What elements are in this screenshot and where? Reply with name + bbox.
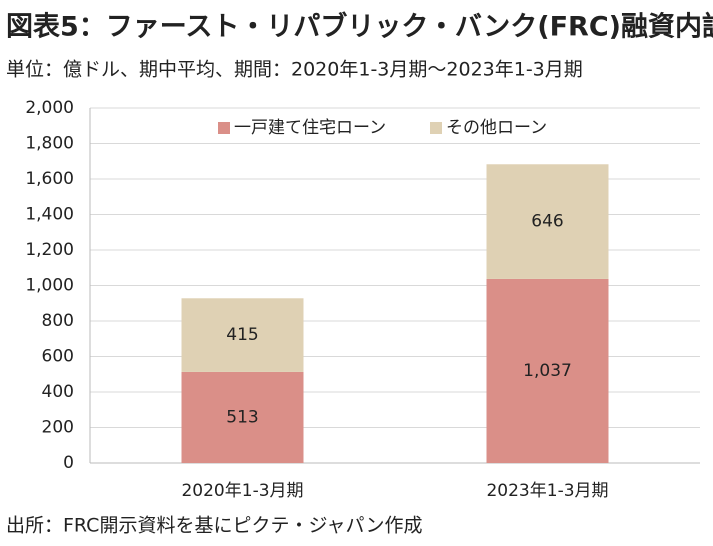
legend-label: その他ローン bbox=[446, 118, 547, 138]
y-tick-label: 600 bbox=[42, 347, 74, 367]
bar-segment bbox=[181, 298, 304, 372]
y-tick-label: 1,000 bbox=[25, 276, 74, 296]
data-label: 513 bbox=[226, 407, 258, 427]
legend-swatch bbox=[430, 122, 442, 134]
data-label: 1,037 bbox=[523, 361, 572, 381]
x-tick-label: 2020年1-3月期 bbox=[181, 481, 303, 501]
y-tick-label: 0 bbox=[63, 453, 74, 473]
legend-label: 一戸建て住宅ローン bbox=[234, 118, 386, 138]
source-note: 出所：FRC開示資料を基にピクテ・ジャパン作成 bbox=[6, 515, 422, 537]
y-tick-label: 1,200 bbox=[25, 240, 74, 260]
chart-subtitle: 単位：億ドル、期中平均、期間：2020年1-3月期～2023年1-3月期 bbox=[6, 59, 583, 81]
y-tick-label: 400 bbox=[42, 382, 74, 402]
data-label: 415 bbox=[226, 325, 258, 345]
bar-segment bbox=[486, 164, 609, 279]
bar-segment bbox=[486, 278, 609, 463]
x-tick-label: 2023年1-3月期 bbox=[486, 481, 608, 501]
chart-title: 図表5：ファースト・リパブリック・バンク(FRC)融資内訳 bbox=[6, 11, 713, 43]
bar-segment bbox=[181, 371, 304, 463]
legend-swatch bbox=[218, 122, 230, 134]
y-tick-label: 800 bbox=[42, 311, 74, 331]
y-tick-label: 2,000 bbox=[25, 98, 74, 118]
y-tick-label: 1,400 bbox=[25, 205, 74, 225]
data-label: 646 bbox=[531, 212, 563, 232]
y-tick-label: 1,800 bbox=[25, 134, 74, 154]
y-tick-label: 200 bbox=[42, 418, 74, 438]
y-tick-label: 1,600 bbox=[25, 169, 74, 189]
